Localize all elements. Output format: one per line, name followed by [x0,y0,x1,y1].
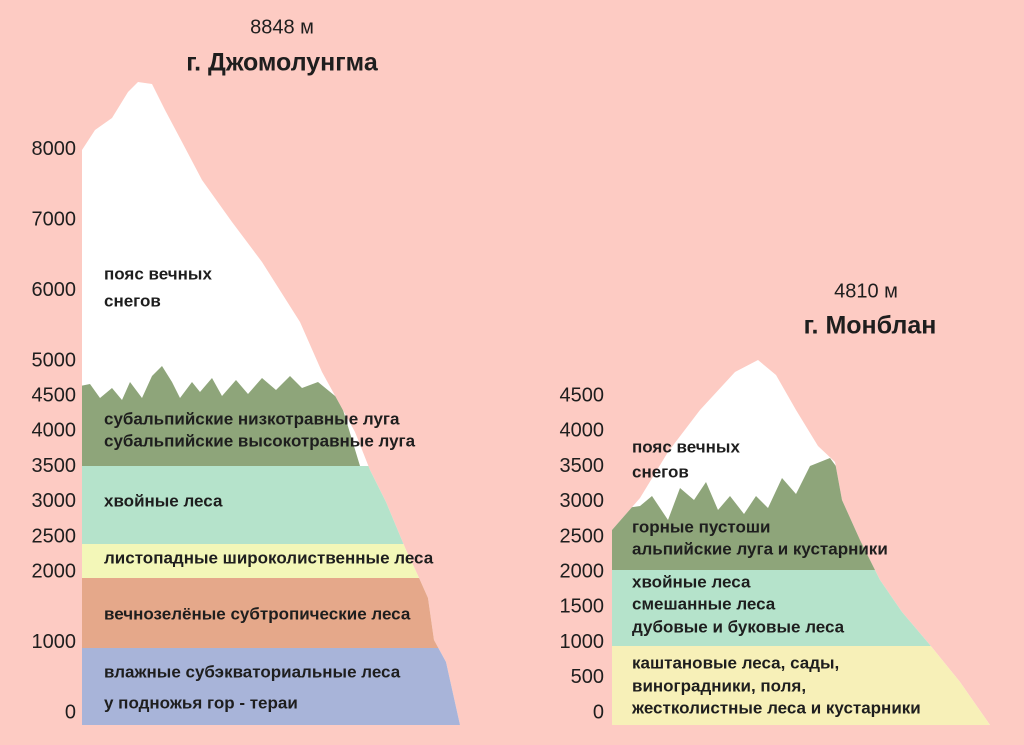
zone-label: пояс вечных [104,264,212,283]
zone-label: листопадные широколиственные леса [104,548,434,567]
altitude-tick: 6000 [32,279,77,301]
zone-label: хвойные леса [632,572,751,591]
altitude-tick: 1000 [560,631,605,653]
altitude-tick: 4000 [32,420,77,442]
altitude-tick: 1500 [560,596,605,618]
altitude-tick: 500 [571,666,604,688]
zone-label: горные пустоши [632,517,770,536]
zone-label: снегов [104,291,161,310]
zone-label: субальпийские высокотравные луга [104,431,416,450]
zone-label: каштановые леса, сады, [632,653,839,672]
altitude-tick: 2000 [32,560,77,582]
altitude-tick: 3000 [560,490,605,512]
altitude-tick: 3000 [32,490,77,512]
altitude-tick: 1000 [32,631,77,653]
zone-label: смешанные леса [632,594,776,613]
altitude-tick: 8000 [32,138,77,160]
zone-label: влажные субэкваториальные леса [104,662,401,681]
altitude-tick: 0 [593,701,604,723]
zone-label: субальпийские низкотравные луга [104,409,400,428]
altitude-tick: 4000 [560,420,605,442]
height-label: 4810 м [834,280,898,302]
zone-label: виноградники, поля, [632,676,806,695]
everest-mountain [82,82,460,725]
zone-label: хвойные леса [104,491,223,510]
zone-label: снегов [632,462,689,481]
altitude-tick: 5000 [32,349,77,371]
altitude-tick: 3500 [560,455,605,477]
altitude-tick: 2500 [32,525,77,547]
altitude-tick: 4500 [560,384,605,406]
mountain-name: г. Монблан [804,312,937,340]
altitude-tick: 7000 [32,208,77,230]
mountain-name: г. Джомолунгма [186,49,379,77]
zone-label: пояс вечных [632,437,740,456]
height-label: 8848 м [250,16,314,38]
zone-label: жестколистные леса и кустарники [631,698,921,717]
zone-label: у подножья гор - тераи [104,693,298,712]
altitude-tick: 2000 [560,560,605,582]
zone-label: вечнозелёные субтропические леса [104,604,411,623]
altitude-tick: 4500 [32,384,77,406]
altitude-tick: 3500 [32,455,77,477]
zone-label: альпийские луга и кустарники [632,539,888,558]
zone-label: дубовые и буковые леса [632,617,845,636]
altitude-tick: 2500 [560,525,605,547]
altitude-tick: 0 [65,701,76,723]
